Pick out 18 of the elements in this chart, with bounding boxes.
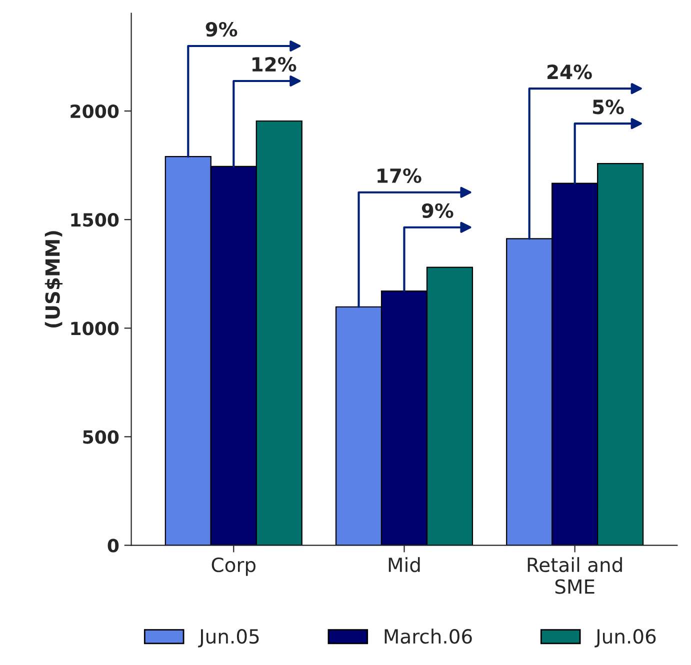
x-tick-label: Corp xyxy=(212,557,256,576)
annotation: 9% xyxy=(206,22,238,37)
x-tick-label: Retail and SME xyxy=(528,557,622,594)
legend-label: Jun.05 xyxy=(198,629,259,648)
annotation: 9% xyxy=(422,203,454,218)
annotation: 12% xyxy=(252,56,296,72)
annotation: 5% xyxy=(592,100,624,114)
legend-label: Jun.06 xyxy=(594,629,656,648)
y-tick-label: 500 xyxy=(83,430,119,444)
x-tick-label: Mid xyxy=(388,557,420,572)
legend-label: March.06 xyxy=(384,628,472,644)
y-axis-title: (US$MM) xyxy=(44,231,62,328)
y-tick-label: 2000 xyxy=(70,104,119,118)
annotation: 17% xyxy=(378,168,422,184)
annotation: 24% xyxy=(548,64,592,80)
y-tick-label: 0 xyxy=(108,538,119,552)
y-tick-label: 1000 xyxy=(71,322,119,336)
y-tick-label: 1500 xyxy=(71,213,119,227)
